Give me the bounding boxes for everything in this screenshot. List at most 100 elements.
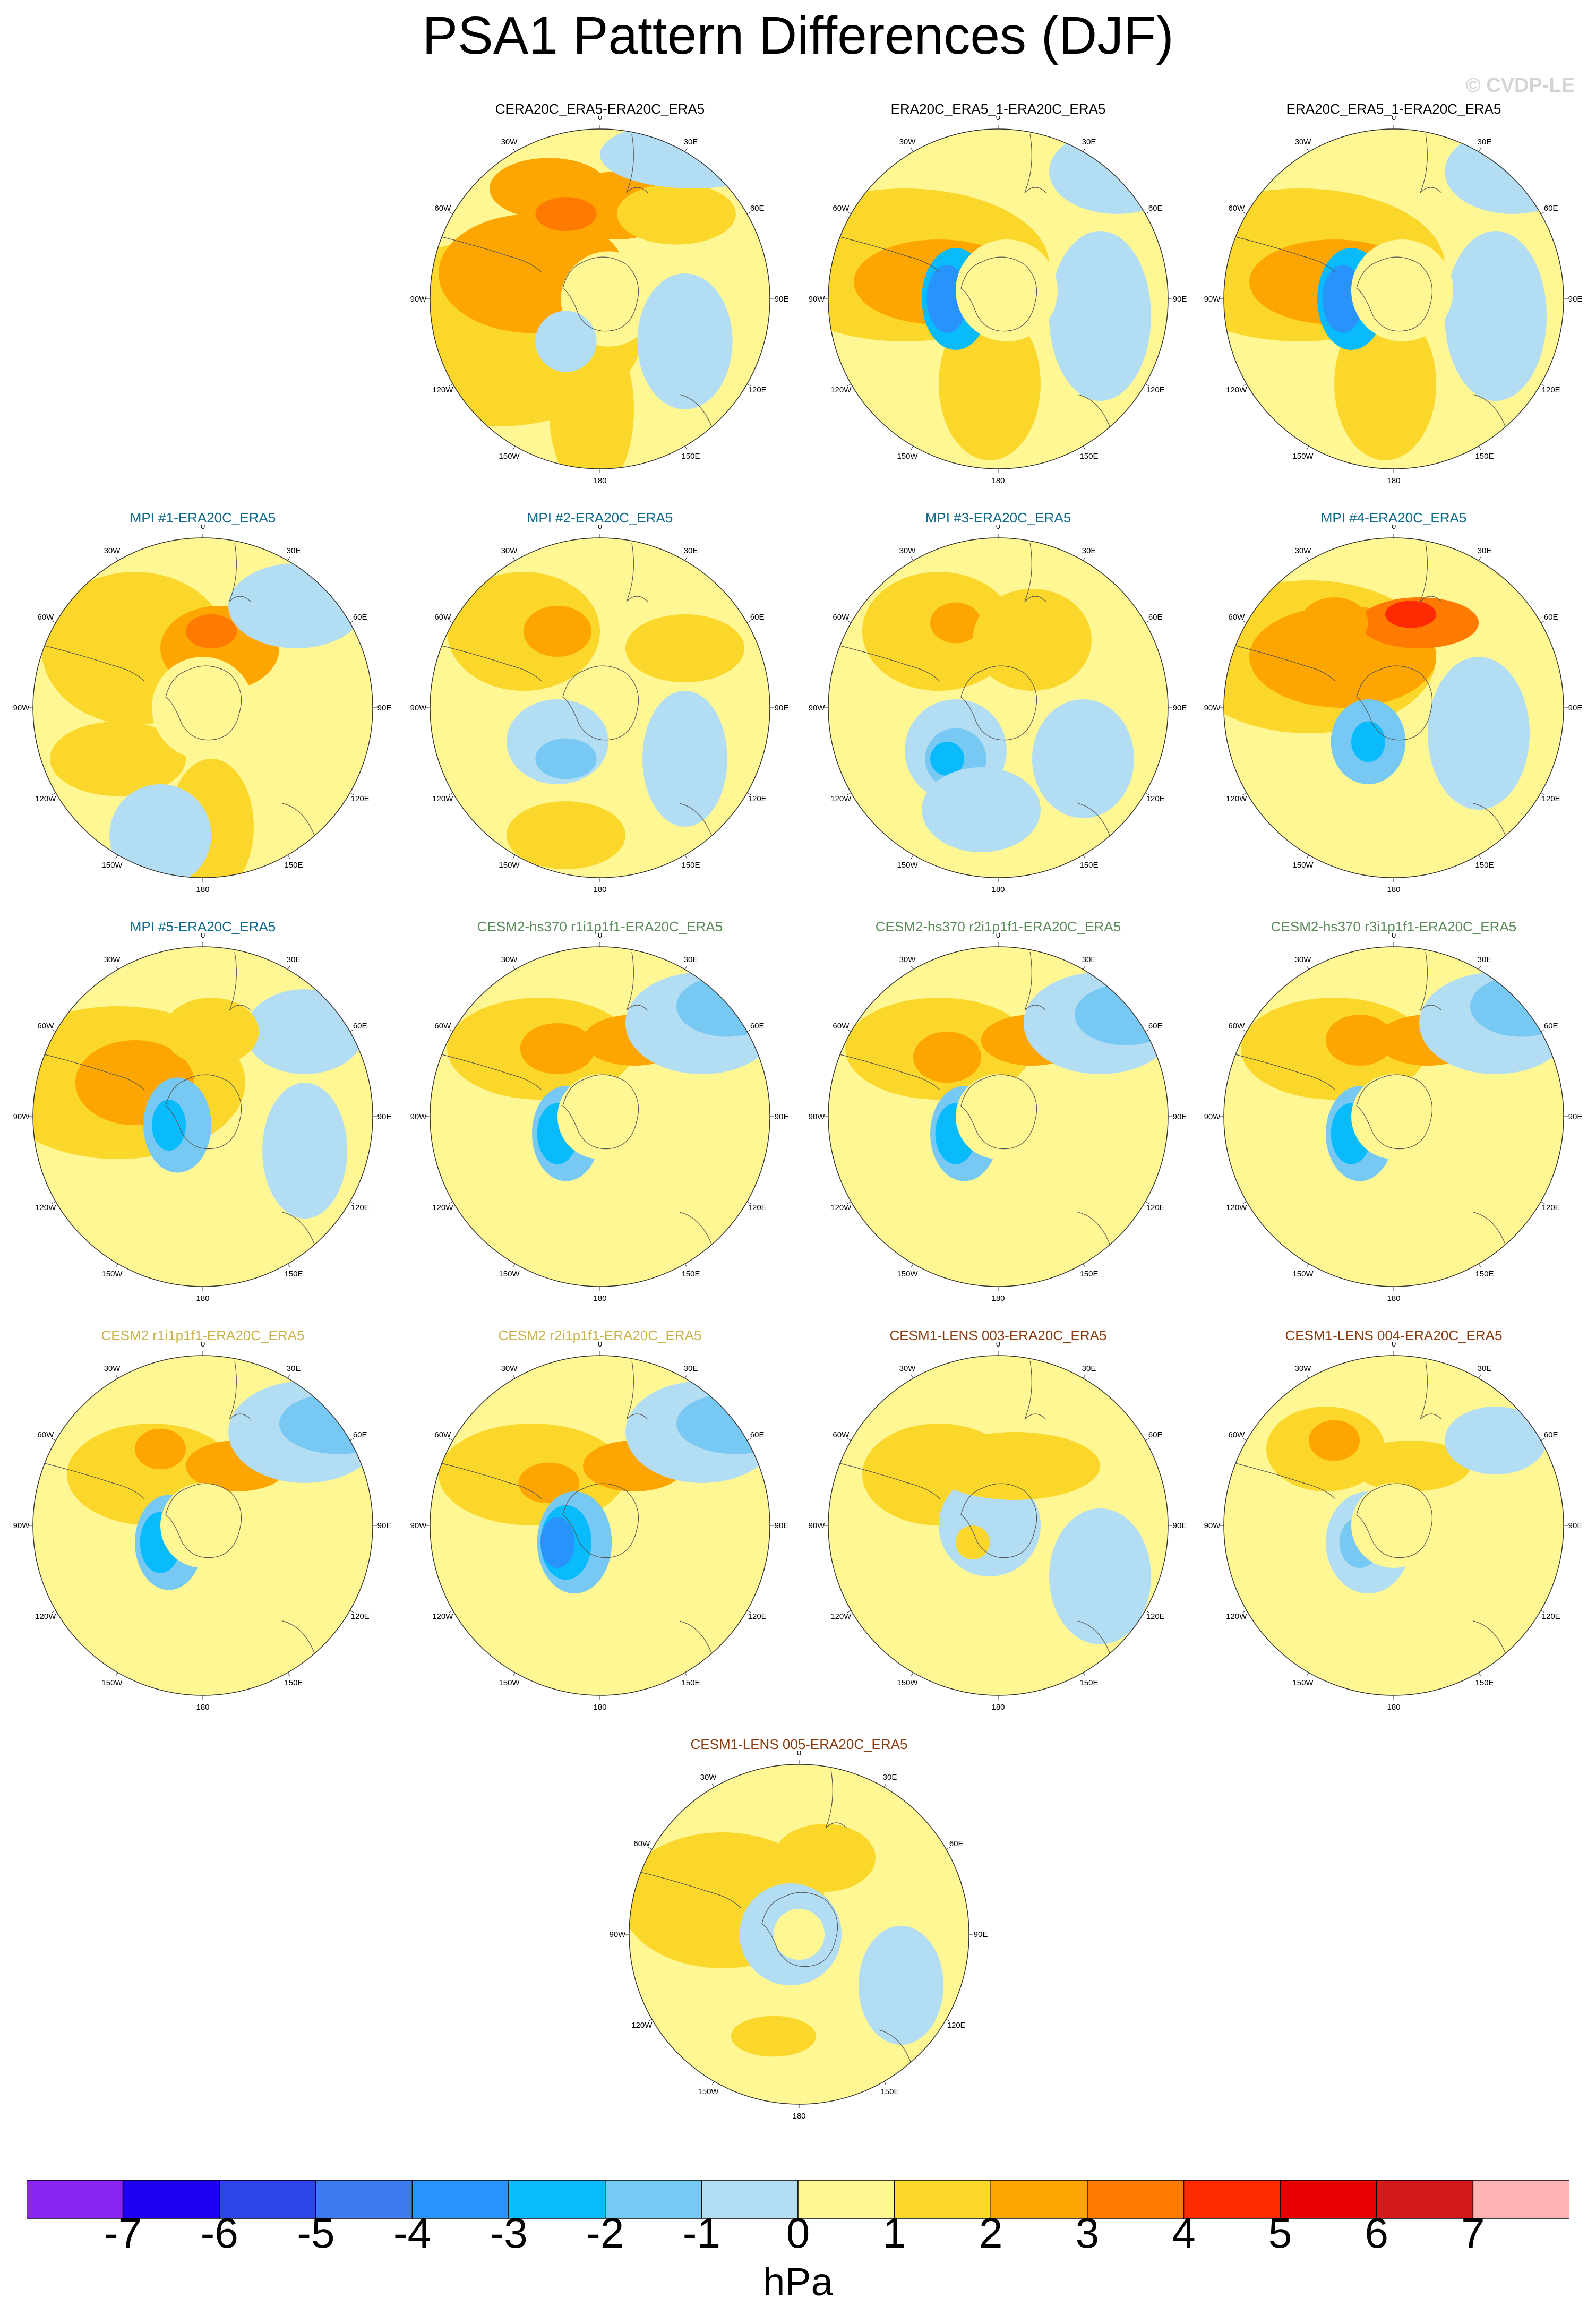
longitude-label: 150E	[284, 1270, 303, 1279]
south-america-coastline	[833, 644, 940, 682]
longitude-label: 30E	[1478, 138, 1492, 147]
anomaly-contour-region	[540, 1517, 574, 1568]
longitude-label: 90E	[1568, 1521, 1583, 1530]
panel-title: ERA20C_ERA5_1-ERA20C_ERA5	[890, 101, 1106, 117]
longitude-label: 90E	[1568, 1112, 1583, 1121]
polar-map: 0 30E 60E 90E 120E 150E 180 150W 120W 90W 60W 30W	[1204, 1342, 1583, 1712]
longitude-tick	[746, 792, 751, 795]
map-panel: MPI #3-ERA20C_ERA5 0 30E 60E 90E 120E 150E 180 1…	[802, 510, 1195, 894]
longitude-tick	[1145, 1201, 1149, 1204]
antarctica-coastline	[960, 1074, 1037, 1150]
longitude-label: 30W	[1295, 546, 1312, 555]
longitude-label: 180	[196, 1703, 209, 1712]
anomaly-contour-region	[922, 767, 1041, 852]
map-panel: CESM1-LENS 004-ERA20C_ERA5 0 30E 60E 90E 120E…	[1197, 1327, 1590, 1712]
anomaly-contour-region	[1032, 699, 1134, 818]
longitude-tick	[115, 1672, 118, 1677]
longitude-label: 180	[792, 2112, 805, 2121]
longitude-tick	[1478, 965, 1481, 970]
colorbar-swatch	[1087, 2180, 1185, 2219]
longitude-label: 180	[1387, 476, 1400, 485]
longitude-tick	[287, 1263, 290, 1268]
longitude-label: 90W	[13, 1521, 30, 1530]
longitude-label: 90E	[1568, 704, 1583, 713]
longitude-label: 60E	[1544, 613, 1558, 622]
longitude-tick	[449, 792, 453, 795]
longitude-tick	[684, 965, 688, 970]
longitude-label: 90W	[809, 295, 826, 304]
anomaly-contour-region	[930, 1432, 1100, 1500]
map-panel: CESM1-LENS 003-ERA20C_ERA5 0 30E 60E 90E 120E…	[802, 1327, 1195, 1712]
longitude-label: 180	[991, 1294, 1005, 1303]
south-america-coastline	[435, 1461, 542, 1499]
south-america-coastline	[435, 644, 542, 682]
longitude-label: 180	[1387, 885, 1400, 894]
longitude-label: 90W	[809, 1521, 826, 1530]
anomaly-contour-region	[956, 1525, 990, 1559]
longitude-label: 60W	[434, 204, 451, 213]
longitude-label: 30E	[684, 138, 698, 147]
longitude-label: 60E	[353, 1430, 367, 1439]
longitude-tick	[883, 1783, 887, 1788]
anomaly-contour-region	[262, 1083, 347, 1219]
longitude-label: 120W	[432, 1203, 453, 1212]
longitude-tick	[1306, 445, 1309, 450]
longitude-tick	[684, 1263, 688, 1268]
longitude-label: 60E	[750, 1022, 765, 1031]
longitude-label: 150W	[1292, 1678, 1314, 1687]
south-america-coastline	[435, 1052, 542, 1091]
longitude-label: 60W	[1228, 613, 1245, 622]
longitude-label: 90E	[775, 1112, 789, 1121]
longitude-label: 120E	[1542, 385, 1560, 395]
colorbar-tick-label: -2	[586, 2209, 624, 2257]
longitude-tick	[1145, 620, 1149, 623]
longitude-label: 90W	[1204, 1521, 1221, 1530]
longitude-label: 150E	[1079, 452, 1098, 461]
longitude-tick	[52, 792, 56, 795]
longitude-label: 120W	[1226, 794, 1247, 803]
longitude-label: 60E	[1544, 204, 1558, 213]
longitude-label: 60E	[1148, 613, 1163, 622]
longitude-label: 120E	[748, 1203, 767, 1212]
longitude-label: 60W	[434, 1430, 451, 1439]
longitude-tick	[684, 1374, 688, 1379]
watermark-label: © CVDP-LE	[1465, 74, 1575, 97]
anomaly-contour-region	[637, 273, 733, 409]
longitude-label: 150E	[681, 452, 700, 461]
map-panel: CESM2 r1i1p1f1-ERA20C_ERA5 0 30E 60E 90E 120E…	[6, 1327, 399, 1712]
antarctica-coastline	[165, 1483, 242, 1558]
longitude-label: 90W	[809, 704, 826, 713]
longitude-label: 0	[598, 1342, 602, 1349]
longitude-label: 150W	[897, 1678, 918, 1687]
polar-map: 0 30E 60E 90E 120E 150E 180 150W 120W 90W 60W 30W	[809, 525, 1187, 894]
longitude-label: 90W	[13, 704, 30, 713]
longitude-label: 90W	[1204, 1112, 1221, 1121]
longitude-label: 150W	[101, 1678, 123, 1687]
panel-title: MPI #5-ERA20C_ERA5	[130, 919, 276, 934]
colorbar-tick-label: 1	[882, 2209, 906, 2257]
longitude-tick	[287, 1672, 290, 1677]
longitude-label: 90E	[377, 1521, 392, 1530]
longitude-label: 30W	[501, 1364, 518, 1373]
longitude-label: 150W	[499, 452, 520, 461]
longitude-label: 0	[201, 525, 205, 531]
longitude-tick	[287, 1374, 290, 1379]
longitude-tick	[946, 1847, 950, 1850]
longitude-label: 30W	[899, 955, 916, 964]
anomaly-contour-region	[859, 1926, 943, 2045]
panel-title: CESM2 r1i1p1f1-ERA20C_ERA5	[101, 1327, 305, 1343]
longitude-label: 0	[1392, 525, 1396, 531]
anomaly-contour-region	[1351, 1441, 1470, 1491]
panel-title: CESM2-hs370 r2i1p1f1-ERA20C_ERA5	[875, 919, 1121, 934]
longitude-tick	[1145, 1610, 1149, 1613]
longitude-tick	[512, 854, 516, 859]
longitude-label: 150W	[897, 452, 918, 461]
colorbar-swatch	[894, 2180, 991, 2219]
map-panel: MPI #2-ERA20C_ERA5 0 30E 60E 90E 120E 150E 180 1…	[404, 510, 796, 894]
longitude-label: 0	[201, 933, 205, 940]
longitude-label: 120E	[1146, 385, 1165, 395]
longitude-tick	[52, 620, 56, 623]
longitude-tick	[115, 965, 118, 970]
longitude-label: 150E	[1475, 1270, 1494, 1279]
longitude-label: 120E	[947, 2021, 966, 2030]
